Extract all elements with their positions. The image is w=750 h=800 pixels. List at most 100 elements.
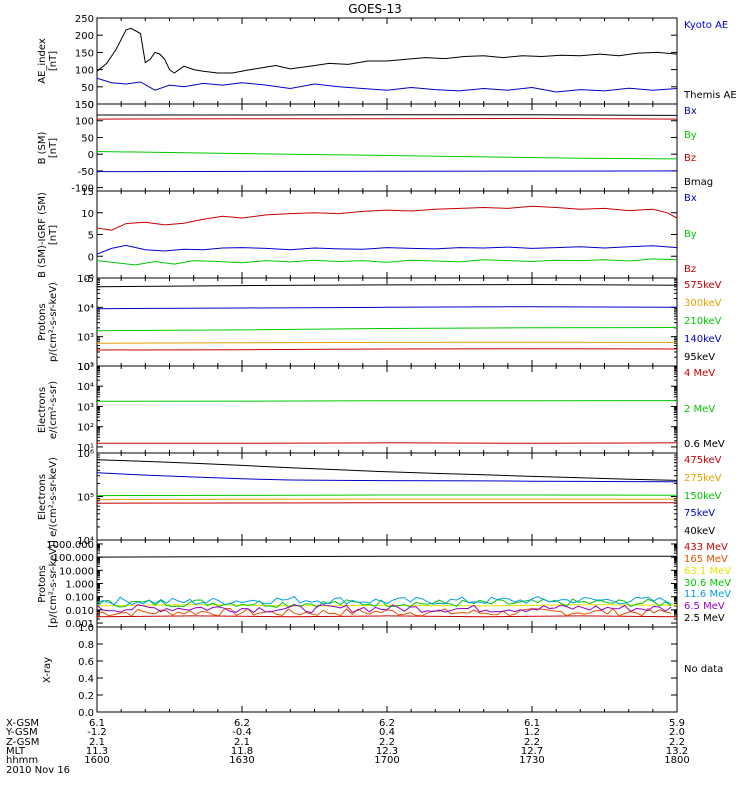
footer-value: 2.2 (524, 736, 540, 748)
legend-b_sm-0: Bx (684, 106, 697, 117)
legend-protons_low-0: 575keV (684, 280, 722, 291)
footer-value: 2.1 (89, 736, 105, 748)
plot-title: GOES-13 (348, 2, 402, 16)
legend-electrons_low-2: 150keV (684, 490, 722, 502)
series-line-By (97, 258, 677, 266)
footer-value: 6.2 (234, 718, 250, 729)
y-tick-label: 10¹ (77, 443, 94, 454)
footer-value: 12.3 (375, 745, 399, 757)
series-line-Bx (97, 244, 677, 255)
y-axis-label-xray: X-ray (42, 656, 53, 683)
series-line-95keV (97, 283, 677, 288)
series-line-4-MeV (97, 442, 677, 444)
legend-protons_low-1: 300keV (684, 298, 722, 309)
series-line-165-MeV (97, 607, 672, 617)
legend-b_sm-1: By (684, 129, 697, 141)
y-tick-label: 0.001 (65, 619, 94, 630)
footer-value: 1600 (84, 755, 110, 767)
legend-protons_high-0: 433 MeV (684, 542, 728, 553)
panel-protons_high: 0.001 0.010 0.100 1.000 10.000 100.000 1000.00… (46, 539, 678, 630)
series-line-40keV (97, 459, 677, 481)
y-tick-label: 10³ (77, 333, 94, 344)
footer-value: 6.1 (524, 718, 540, 729)
y-tick-label: 10.000 (59, 566, 94, 577)
footer-value: 1.2 (524, 727, 540, 739)
y-tick-label: 100 (75, 66, 94, 77)
y-tick-label: -50 (78, 167, 94, 178)
panel-frame (96, 452, 678, 541)
legend-protons_low-2: 210keV (684, 316, 722, 327)
footer-value: -0.4 (232, 727, 252, 739)
series-line-210keV (97, 327, 677, 332)
footer-value: 1730 (519, 755, 545, 767)
legend-protons_high-3: 30.6 MeV (684, 577, 732, 589)
y-tick-label: 1.000 (65, 580, 94, 591)
footer-date: 2010 Nov 16 (6, 764, 71, 776)
legend-ae-0: Kyoto AE (684, 20, 729, 31)
footer-label-1: Y-GSM (6, 727, 38, 739)
footer-label-0: X-GSM (6, 718, 40, 729)
legend-protons_high-6: 2.5 MeV (684, 613, 725, 624)
series-line-Themis-AE (97, 27, 677, 74)
series-line-300keV (97, 341, 677, 344)
legend-electrons_high-2: 0.6 MeV (684, 439, 725, 450)
footer-value: 11.3 (85, 745, 109, 757)
series-line-Bx (97, 170, 677, 173)
legend-b_igrf-2: Bz (684, 264, 697, 275)
legend-electrons_high-1: 2 MeV (684, 403, 716, 415)
legend-b_sm-3: Bmag (684, 177, 714, 188)
footer-value: -1.2 (87, 727, 107, 739)
legend-electrons_low-4: 40keV (684, 526, 716, 537)
series-line-75keV (97, 472, 677, 483)
y-tick-label: -100 (71, 184, 94, 195)
series-line-140keV (97, 306, 677, 310)
panel-frame (96, 277, 678, 367)
panel-frame (96, 365, 678, 454)
y-tick-label: 1.0 (78, 623, 94, 634)
panel-frame (96, 626, 678, 713)
legend-electrons_high-0: 4 MeV (684, 368, 716, 379)
series-line-6.5-MeV (97, 604, 672, 614)
footer-value: 6.1 (89, 718, 105, 729)
footer-value: 2.0 (669, 727, 685, 739)
footer-label-4: hhmm (6, 755, 39, 767)
series-line-11.6-MeV (97, 595, 672, 606)
footer-value: 11.8 (230, 745, 254, 757)
y-tick-label: 100 (75, 117, 94, 128)
y-tick-label: 0.4 (78, 674, 94, 685)
legend-b_igrf-1: By (684, 228, 697, 240)
series-line-575keV (97, 348, 677, 351)
footer-value: 12.7 (520, 745, 544, 757)
y-tick-label: 0.010 (65, 606, 94, 617)
series-line-By (97, 151, 677, 160)
y-tick-label: 10⁵ (77, 274, 94, 285)
footer-label-3: MLT (6, 745, 25, 757)
legend-b_igrf-0: Bx (684, 193, 697, 204)
y-tick-label: 0.100 (65, 593, 94, 604)
footer-value: 5.9 (669, 718, 685, 729)
series-line-433-MeV (97, 615, 677, 618)
series-line-Bmag (97, 114, 677, 116)
footer-value: 1630 (229, 755, 255, 767)
footer-value: 1800 (664, 755, 690, 767)
legend-electrons_low-1: 275keV (684, 472, 722, 484)
legend-protons_high-5: 6.5 MeV (684, 601, 725, 613)
legend-protons_high-1: 165 MeV (684, 553, 728, 565)
legend-protons_low-3: 140keV (684, 334, 722, 345)
footer-value: 6.2 (379, 718, 395, 729)
y-tick-label: 0 (88, 100, 94, 111)
y-tick-label: 250 (75, 14, 94, 25)
y-tick-label: 100.000 (53, 553, 94, 564)
y-tick-label: 0.8 (78, 640, 94, 651)
y-tick-label: 10⁴ (77, 303, 94, 314)
y-tick-label: 10⁴ (77, 382, 94, 393)
legend-electrons_low-0: 475keV (684, 455, 722, 466)
y-tick-label: 10⁶ (77, 449, 94, 460)
panel-electrons_low: 10⁴ 10⁵ 10⁶ (77, 449, 678, 547)
y-tick-label: 150 (75, 48, 94, 59)
y-tick-label: 50 (81, 133, 94, 144)
footer-value: 2.2 (379, 736, 395, 748)
y-tick-label: 10⁵ (77, 362, 94, 373)
legend-electrons_low-3: 75keV (684, 508, 716, 520)
